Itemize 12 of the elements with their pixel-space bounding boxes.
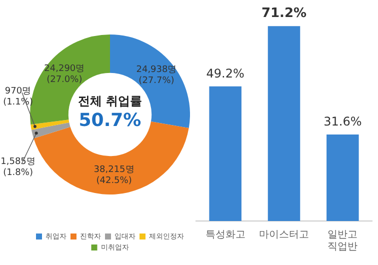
x-tick-label: 특성화고 — [205, 230, 246, 241]
data-label: 24,938명 (27.7%) — [136, 65, 177, 86]
x-tick-label: 마이스터고 — [259, 230, 309, 241]
data-label: 38,215명 (42.5%) — [94, 165, 134, 186]
data-label: 1,585명 (1.8%) — [0, 157, 36, 178]
text: 전체 취업률 — [76, 92, 144, 110]
data-label: 49.2% — [206, 66, 244, 80]
data-label: 31.6% — [324, 114, 362, 129]
data-label: 71.2% — [261, 6, 307, 21]
x-tick-label: 일반고 직업반 — [328, 230, 358, 253]
text: 50.7% — [78, 110, 142, 130]
data-label: 24,290명 (27.0%) — [44, 64, 85, 86]
